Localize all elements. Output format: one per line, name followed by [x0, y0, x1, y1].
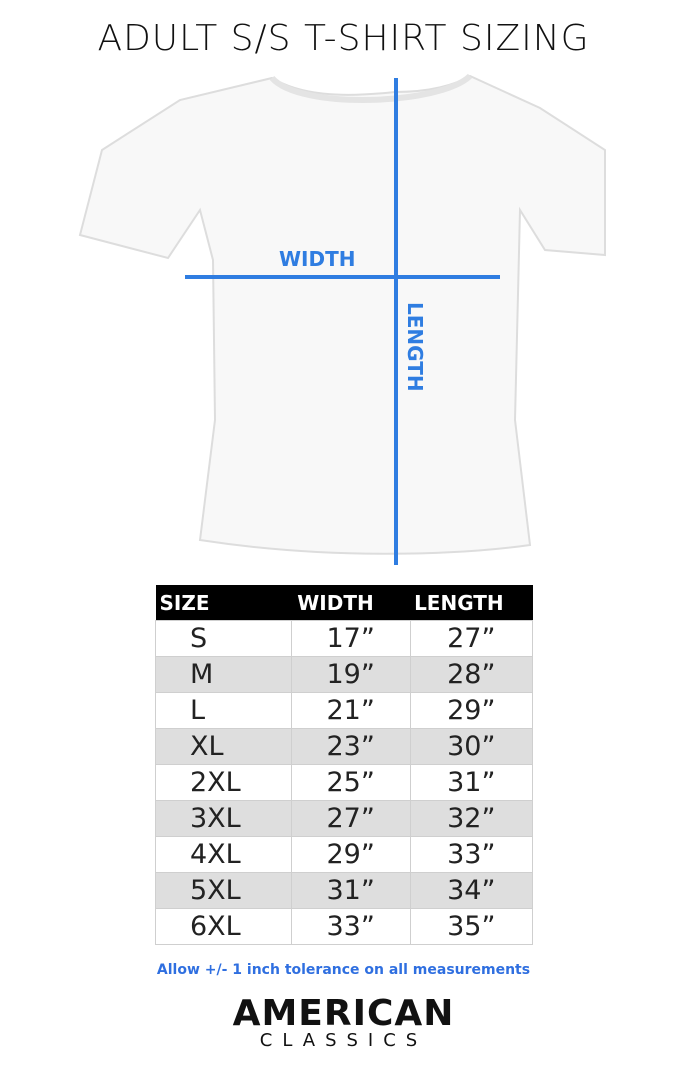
size-cell: S: [155, 620, 292, 657]
table-row: 6XL 33” 35”: [155, 908, 534, 945]
length-cell: 34”: [409, 872, 534, 909]
size-table: SIZE WIDTH LENGTH S 17” 27” M 19” 28” L 21” 29” X…: [155, 585, 534, 945]
width-cell: 29”: [290, 836, 411, 873]
length-cell: 28”: [409, 656, 534, 693]
table-row: XL 23” 30”: [155, 728, 534, 765]
width-cell: 23”: [290, 728, 411, 765]
brand-logo: AMERICAN: [232, 993, 455, 1034]
table-row: 2XL 25” 31”: [155, 764, 534, 801]
size-cell: M: [155, 656, 292, 693]
width-cell: 31”: [290, 872, 411, 909]
length-cell: 33”: [409, 836, 534, 873]
size-cell: 6XL: [155, 908, 292, 945]
size-cell: 2XL: [155, 764, 292, 801]
size-cell: L: [155, 692, 292, 729]
width-cell: 27”: [290, 800, 411, 837]
table-row: 3XL 27” 32”: [155, 800, 534, 837]
table-row: M 19” 28”: [155, 656, 534, 693]
width-cell: 21”: [290, 692, 411, 729]
size-cell: 4XL: [155, 836, 292, 873]
length-cell: 32”: [409, 800, 534, 837]
tolerance-note: Allow +/- 1 inch tolerance on all measur…: [156, 962, 531, 978]
length-label: LENGTH: [403, 302, 427, 392]
table-row: S 17” 27”: [155, 620, 534, 657]
table-row: L 21” 29”: [155, 692, 534, 729]
length-cell: 27”: [409, 620, 534, 657]
brand-logo-subtitle: CLASSICS: [259, 1030, 428, 1051]
size-cell: 5XL: [155, 872, 292, 909]
table-row: 4XL 29” 33”: [155, 836, 534, 873]
width-label: WIDTH: [279, 247, 356, 271]
width-cell: 25”: [290, 764, 411, 801]
length-cell: 31”: [409, 764, 534, 801]
table-row: 5XL 31” 34”: [155, 872, 534, 909]
width-cell: 33”: [290, 908, 411, 945]
tshirt-diagram: [78, 73, 606, 565]
size-cell: 3XL: [155, 800, 292, 837]
length-cell: 35”: [409, 908, 534, 945]
width-cell: 17”: [290, 620, 411, 657]
length-cell: 29”: [409, 692, 534, 729]
length-cell: 30”: [409, 728, 534, 765]
header-width: WIDTH: [291, 585, 411, 621]
width-cell: 19”: [290, 656, 411, 693]
tshirt-illustration: [78, 74, 606, 555]
header-length: LENGTH: [410, 585, 533, 621]
header-size: SIZE: [155, 585, 292, 621]
size-cell: XL: [155, 728, 292, 765]
page-title: ADULT S/S T-SHIRT SIZING: [97, 18, 590, 59]
